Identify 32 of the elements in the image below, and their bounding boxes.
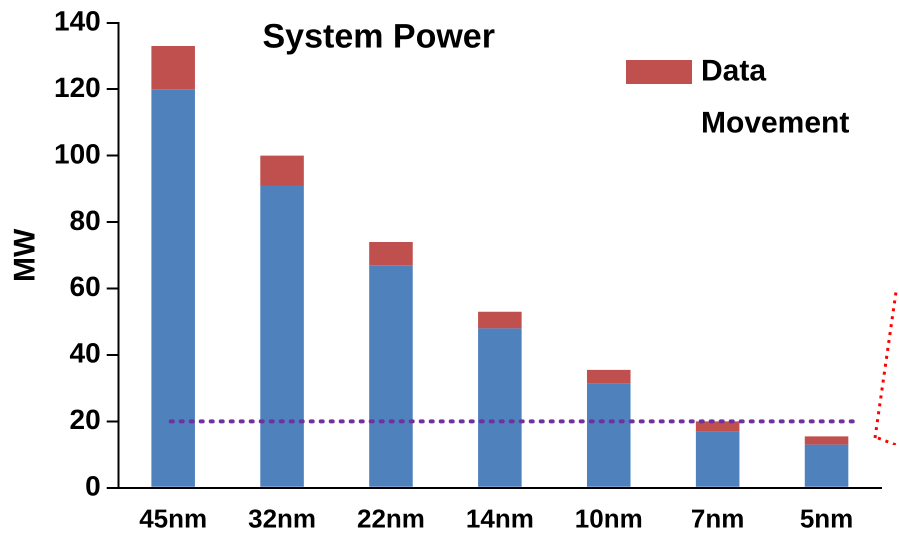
bar — [804, 436, 848, 445]
bar — [804, 444, 848, 487]
chart-title: System Power — [262, 17, 495, 56]
y-tick-label: 0 — [85, 470, 101, 502]
bar — [151, 89, 195, 487]
bar — [260, 186, 304, 487]
bar — [478, 312, 522, 328]
bar — [586, 383, 631, 487]
bar — [369, 242, 413, 266]
x-tick-label: 32nm — [248, 504, 316, 534]
x-tick-label: 22nm — [357, 504, 425, 534]
bar — [696, 421, 740, 432]
y-axis-title: MW — [8, 228, 42, 282]
y-tick-label: 80 — [70, 204, 101, 236]
bar — [260, 156, 304, 186]
bar — [478, 328, 522, 487]
y-tick-label: 120 — [54, 72, 101, 103]
y-tick-label: 40 — [70, 338, 101, 369]
bar — [369, 265, 413, 487]
x-tick-label: 10nm — [574, 504, 643, 534]
bar — [151, 46, 195, 90]
x-tick-label: 45nm — [139, 504, 208, 534]
x-tick-label: 7nm — [690, 504, 744, 534]
bar — [586, 370, 631, 384]
bar — [696, 431, 740, 487]
x-tick-label: 14nm — [466, 504, 534, 534]
y-tick-label: 140 — [54, 6, 101, 37]
x-tick-label: 5nm — [800, 504, 854, 534]
y-tick-label: 60 — [70, 271, 101, 302]
y-tick-label: 100 — [54, 138, 101, 170]
legend-label: Data Movement — [701, 54, 850, 140]
y-tick-label: 20 — [70, 404, 101, 436]
